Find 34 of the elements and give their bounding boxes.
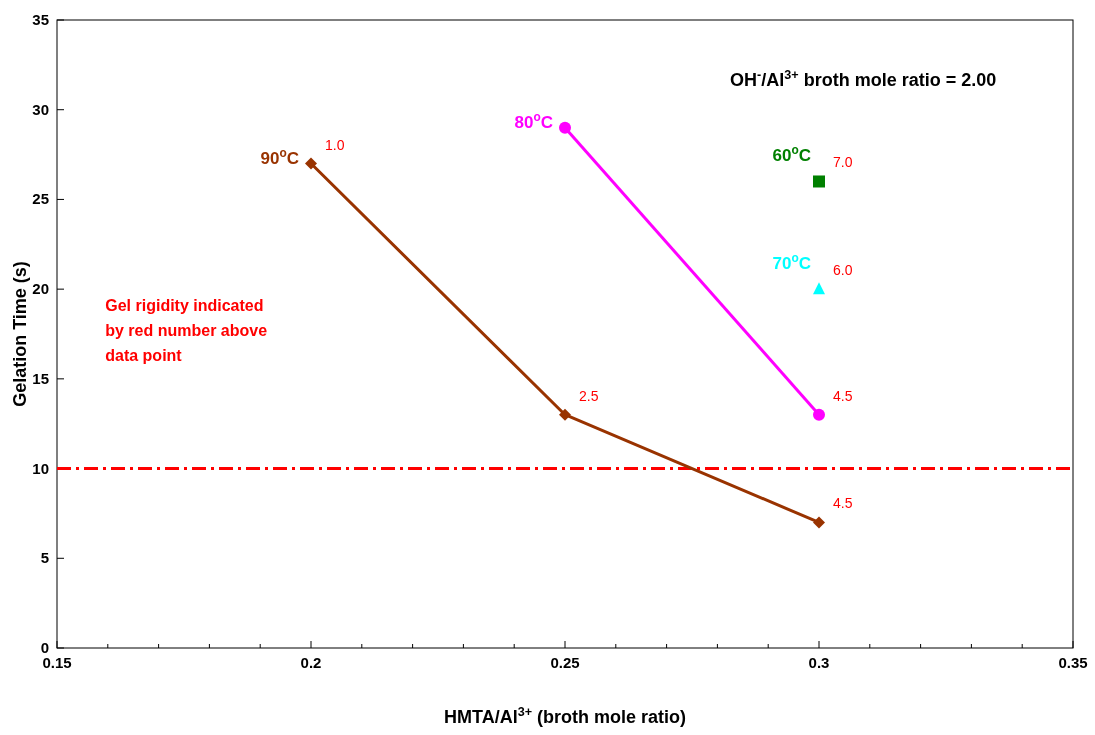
annotation: 4.5 xyxy=(833,387,853,404)
y-tick-label: 30 xyxy=(32,100,49,118)
annotation: 1.0 xyxy=(325,136,345,153)
annotation: 6.0 xyxy=(833,262,853,279)
annotation: OH$^{-}$/Al$^{3+}$ broth mole ratio = 2.00 xyxy=(730,68,997,91)
y-tick-label: 0 xyxy=(40,639,49,656)
point xyxy=(813,516,825,529)
point xyxy=(813,282,825,295)
x-tick-label: 0.25 xyxy=(550,654,580,671)
annotation: 4.5 xyxy=(833,495,853,512)
annotation: Gel rigidity indicated by red number above data point xyxy=(105,296,268,364)
point xyxy=(813,408,825,421)
y-tick-label: 25 xyxy=(32,190,49,208)
x-tick-label: 0.2 xyxy=(300,654,322,671)
y-tick-label: 15 xyxy=(32,369,49,387)
y-axis-title: Gelation Time (s) xyxy=(10,261,30,407)
x-tick-label: 0.3 xyxy=(808,654,830,671)
x-tick-label: 0.15 xyxy=(42,654,72,671)
series-label: 90$^{o}$C xyxy=(260,145,299,168)
point xyxy=(813,175,825,188)
y-tick-label: 5 xyxy=(40,549,49,567)
annotation: 2.5 xyxy=(579,387,599,404)
y-tick-label: 35 xyxy=(32,11,49,28)
point xyxy=(559,408,571,421)
x-tick-label: 0.35 xyxy=(1058,654,1088,671)
point xyxy=(305,157,317,170)
y-tick-label: 20 xyxy=(32,280,49,298)
x-axis-title: HMTA/Al$^{3+}$ (broth mole ratio) xyxy=(443,705,687,727)
annotation: 7.0 xyxy=(833,154,853,171)
y-tick-label: 10 xyxy=(32,459,49,477)
point xyxy=(559,121,571,134)
series-label: 60$^{o}$C xyxy=(772,143,811,166)
series-label: 70$^{o}$C xyxy=(772,251,811,274)
series-label: 80$^{o}$C xyxy=(514,109,553,132)
